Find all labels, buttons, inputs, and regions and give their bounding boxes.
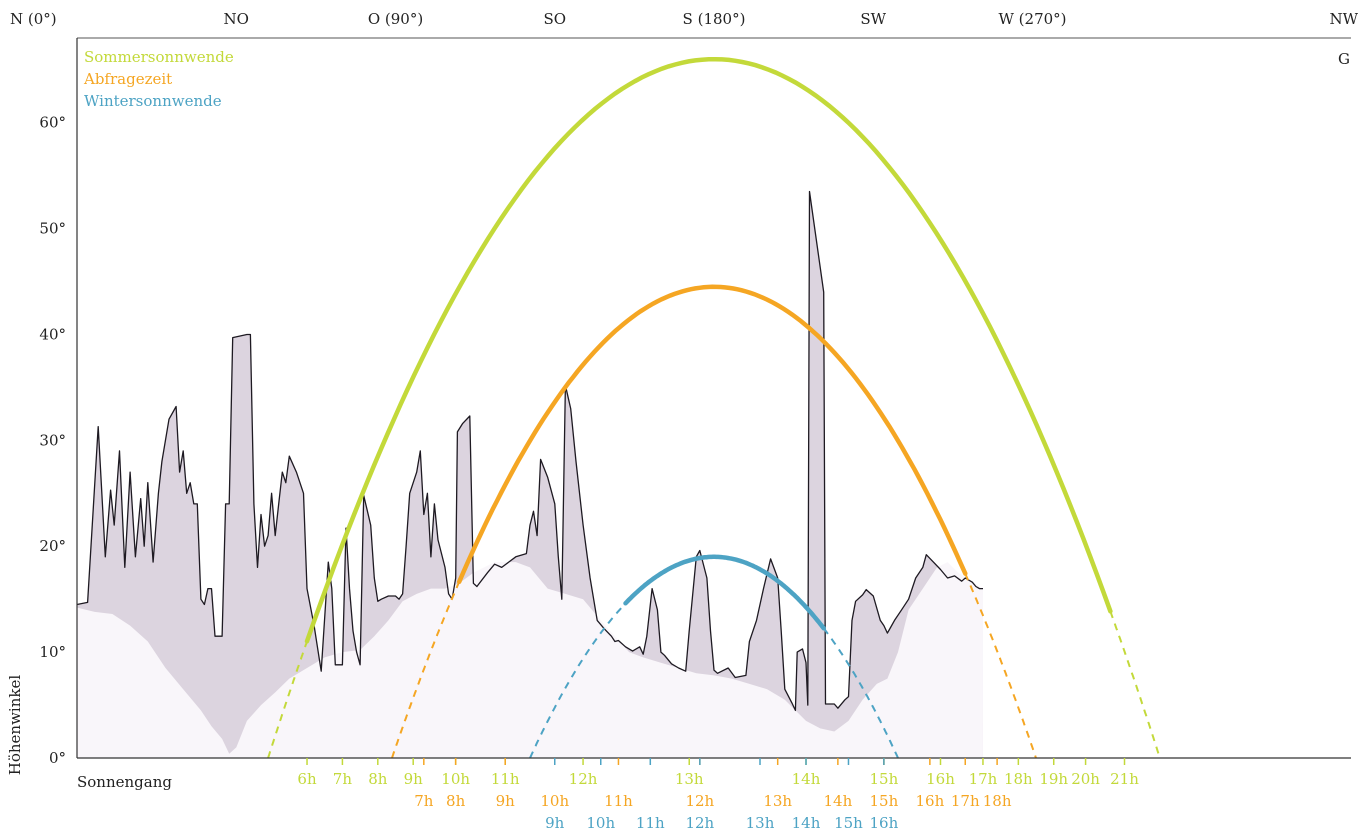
sun-path-dashed-set [964,573,1037,758]
legend-entry: Sommersonnwende [84,48,234,66]
corner-label: G [1338,50,1350,68]
sun-path-solid [623,554,826,631]
sun-path-solid [456,284,968,585]
horizon-near-line [76,190,983,712]
y-tick-label: 30° [39,431,66,449]
sun-path-dashed-rise [529,602,627,758]
hour-label: 9h [496,792,516,810]
hour-label: 18h [1004,770,1033,788]
x-tick-label: SO [543,10,566,28]
legend-entry: Abfragezeit [83,70,172,88]
sun-path-solid [304,56,1113,644]
hour-label: 10h [586,814,615,832]
sun-paths [267,56,1161,758]
hour-label: 7h [333,770,353,788]
x-tick-label: SW [860,10,886,28]
hour-label: 14h [792,814,821,832]
y-axis-label: Höhenwinkel [6,675,24,776]
hour-label: 13h [746,814,775,832]
hour-label: 11h [636,814,665,832]
hour-label: 14h [823,792,852,810]
hour-label: 7h [414,792,434,810]
hour-label: 16h [915,792,944,810]
y-tick-label: 0° [49,749,66,767]
horizon-near-area [77,191,983,758]
hour-label: 16h [926,770,955,788]
hour-label: 17h [969,770,998,788]
hour-label: 10h [441,770,470,788]
hour-label: 13h [675,770,704,788]
sun-path-dashed-set [1109,610,1161,758]
horizon-far-area [77,562,983,758]
x-tick-label: NO [224,10,249,28]
hour-label: 12h [685,814,714,832]
hour-label: 11h [604,792,633,810]
hour-label: 12h [685,792,714,810]
y-tick-label: 60° [39,114,66,132]
hour-label: 12h [569,770,598,788]
y-tick-label: 40° [39,325,66,343]
legend-entry: Wintersonnwende [84,92,222,110]
hour-label: 11h [491,770,520,788]
sun-path-dashed-rise [391,581,461,758]
y-tick-label: 10° [39,643,66,661]
x-tick-label: N (0°) [10,10,57,28]
y-tick-label: 50° [39,220,66,238]
hour-label: 19h [1039,770,1068,788]
hour-label: 18h [983,792,1012,810]
x-tick-label: S (180°) [683,10,746,28]
hour-label: 21h [1110,770,1139,788]
hour-label: 15h [869,792,898,810]
x-tick-label: W (270°) [998,10,1066,28]
hour-label: 17h [951,792,980,810]
hour-label: 9h [545,814,565,832]
hour-label: 16h [869,814,898,832]
hour-label: 14h [792,770,821,788]
x-tick-label: O (90°) [368,10,423,28]
hour-label: 15h [834,814,863,832]
hour-label: 10h [540,792,569,810]
x-axis-label: Sonnengang [77,773,172,791]
hour-label: 13h [763,792,792,810]
hour-label: 8h [446,792,466,810]
hour-label: 15h [869,770,898,788]
sun-path-dashed-set [822,627,899,758]
hour-label: 8h [368,770,388,788]
hour-label: 9h [404,770,424,788]
y-tick-label: 20° [39,537,66,555]
x-tick-label: NW [1329,10,1358,28]
hour-label: 20h [1071,770,1100,788]
hour-label: 6h [297,770,317,788]
